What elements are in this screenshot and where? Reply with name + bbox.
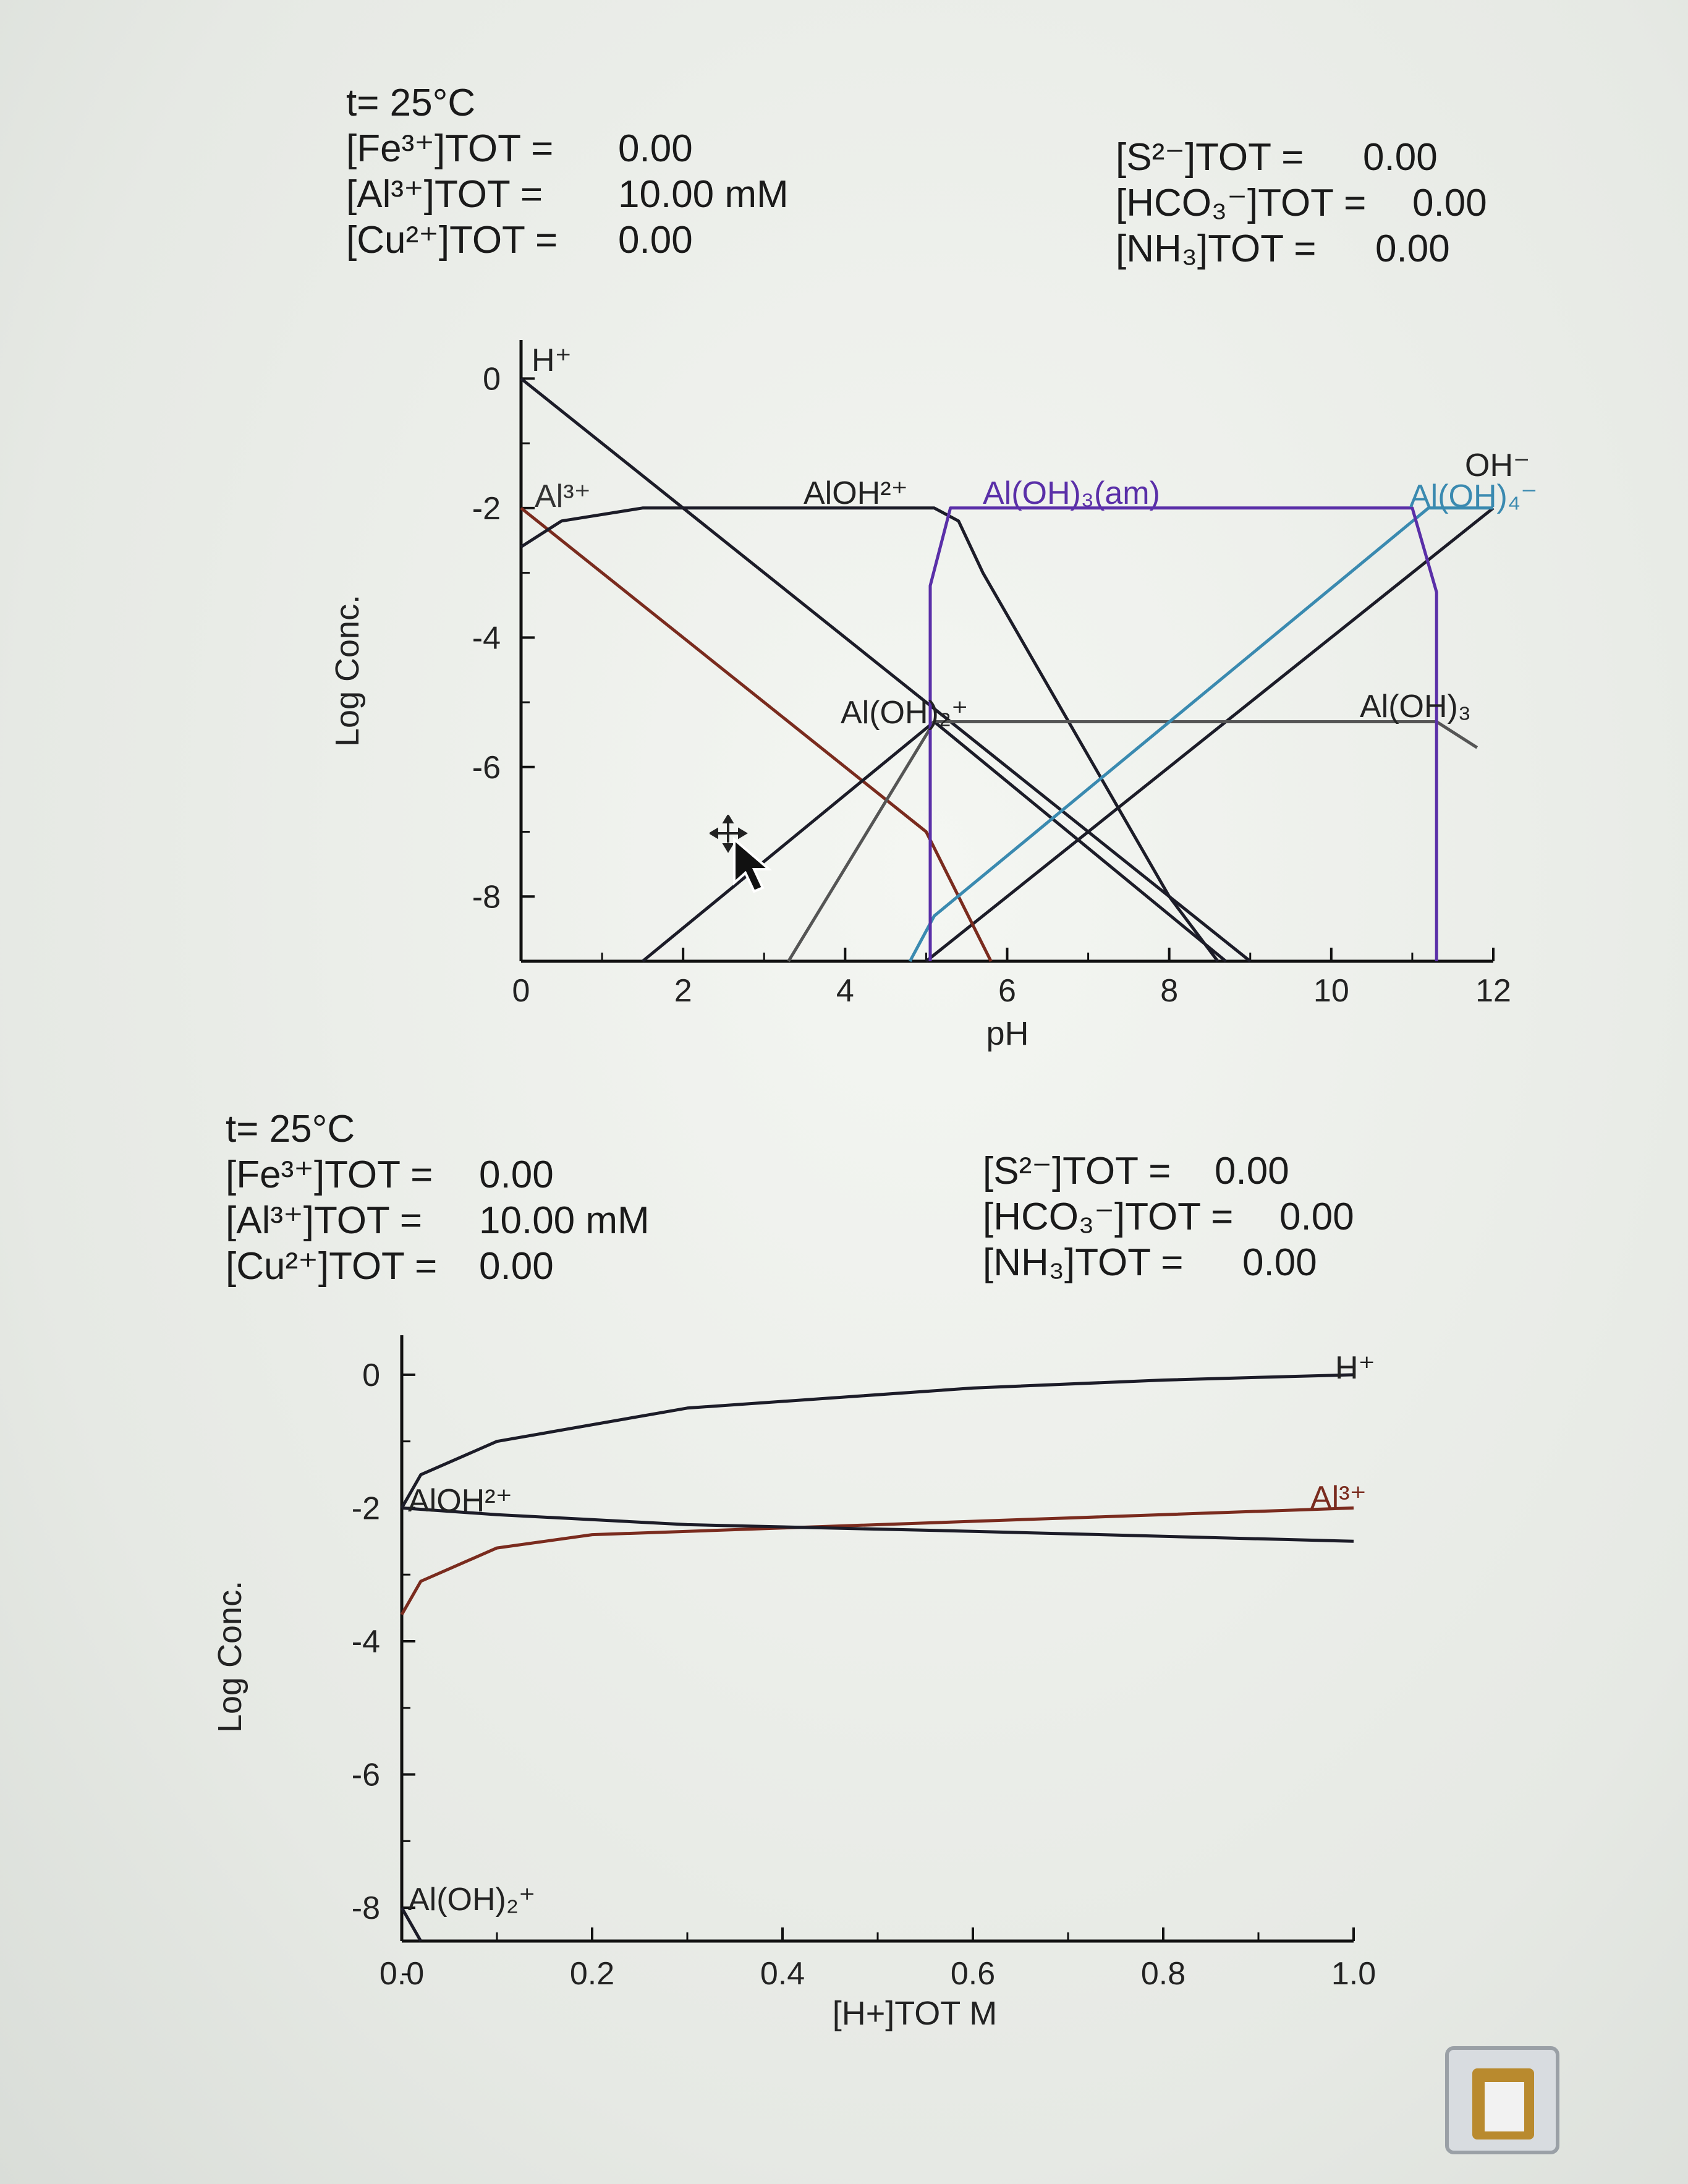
series-label-oh: OH⁻ — [1465, 448, 1530, 483]
param-name: [Cu²⁺]TOT = — [226, 1245, 438, 1288]
al-row: [Al³⁺]TOT = 10.00 mM — [226, 1198, 650, 1244]
y-tick-label: 0 — [483, 361, 501, 397]
param-name: [Fe³⁺]TOT = — [346, 127, 554, 170]
param-name: t= 25°C — [226, 1108, 355, 1150]
param-name: [Al³⁺]TOT = — [226, 1199, 423, 1242]
x-tick-label: 6 — [998, 973, 1016, 1009]
conditions-panel-1-right: [S²⁻]TOT = 0.00 [HCO₃⁻]TOT = 0.00 [NH₃]TOT… — [1116, 135, 1487, 272]
series-line-h — [520, 377, 1252, 962]
param-name: [S²⁻]TOT = — [1116, 136, 1304, 179]
conditions-panel-2-left: t= 25°C [Fe³⁺]TOT = 0.00 [Al³⁺]TOT = 10.00… — [226, 1107, 650, 1290]
series-line-al-oh-4 — [908, 506, 1493, 962]
nh3-row: [NH₃]TOT = 0.00 — [983, 1240, 1354, 1286]
series-label-al-oh-3-am: Al(OH)₃(am) — [983, 475, 1160, 511]
conditions-panel-1-left: t= 25°C [Fe³⁺]TOT = 0.00 [Al³⁺]TOT = 10.00… — [346, 80, 789, 263]
param-value: 10.00 mM — [618, 173, 789, 216]
param-name: [Al³⁺]TOT = — [346, 173, 543, 216]
series-label-al-oh-2: Al(OH)₂⁺ — [841, 695, 969, 731]
param-value: 0.00 — [1412, 182, 1487, 224]
hco3-row: [HCO₃⁻]TOT = 0.00 — [983, 1194, 1354, 1240]
param-value: 0.00 — [1215, 1150, 1289, 1192]
param-value: 0.00 — [618, 127, 693, 170]
param-name: [S²⁻]TOT = — [983, 1150, 1171, 1192]
x-tick-label: 2 — [674, 973, 692, 1009]
y-tick-label: -8 — [472, 879, 501, 915]
param-value: 0.00 — [1279, 1196, 1354, 1238]
series-line-oh — [925, 506, 1495, 962]
param-value: 0.00 — [1242, 1241, 1317, 1284]
x-tick-label: 0 — [512, 973, 530, 1009]
cu-row: [Cu²⁺]TOT = 0.00 — [346, 218, 789, 263]
x-tick-label: 10 — [1313, 973, 1349, 1009]
x-axis-label: pH — [986, 1015, 1028, 1052]
series-label-al-oh-3: Al(OH)₃ — [1360, 689, 1471, 724]
fe-row: [Fe³⁺]TOT = 0.00 — [346, 126, 789, 172]
temperature-row: t= 25°C — [346, 80, 789, 126]
param-name: [NH₃]TOT = — [983, 1241, 1184, 1284]
cu-row: [Cu²⁺]TOT = 0.00 — [226, 1244, 650, 1290]
series-line-aloh2 — [520, 506, 1219, 962]
param-name: [HCO₃⁻]TOT = — [1116, 182, 1367, 224]
param-value: 0.00 — [1363, 136, 1438, 179]
series-line-al-oh-3-am — [928, 506, 1438, 961]
s-row: [S²⁻]TOT = 0.00 — [1116, 135, 1487, 181]
y-tick-label: -6 — [472, 750, 501, 786]
param-name: t= 25°C — [346, 82, 476, 124]
param-value: 0.00 — [479, 1245, 554, 1288]
param-name: [HCO₃⁻]TOT = — [983, 1196, 1234, 1238]
param-value: 0.00 — [618, 219, 693, 261]
param-name: [Cu²⁺]TOT = — [346, 219, 558, 261]
param-value: 0.00 — [1375, 227, 1450, 270]
series-label-al3: Al³⁺ — [535, 478, 591, 514]
series-line-al3 — [520, 506, 993, 962]
clipboard-icon[interactable] — [1445, 2046, 1559, 2154]
param-name: [Fe³⁺]TOT = — [226, 1154, 433, 1196]
hco3-row: [HCO₃⁻]TOT = 0.00 — [1116, 181, 1487, 226]
clipboard-sheet — [1485, 2082, 1524, 2131]
nh3-row: [NH₃]TOT = 0.00 — [1116, 226, 1487, 272]
series-label-h: H⁺ — [532, 342, 572, 378]
param-value: 0.00 — [479, 1154, 554, 1196]
x-tick-label: 8 — [1160, 973, 1178, 1009]
move-cursor-icon — [710, 815, 773, 893]
fe-row: [Fe³⁺]TOT = 0.00 — [226, 1152, 650, 1198]
conditions-panel-2-right: [S²⁻]TOT = 0.00 [HCO₃⁻]TOT = 0.00 [NH₃]TOT… — [983, 1149, 1354, 1286]
al-row: [Al³⁺]TOT = 10.00 mM — [346, 172, 789, 218]
param-name: [NH₃]TOT = — [1116, 227, 1317, 270]
series-line-al-oh-3 — [787, 720, 1478, 962]
series-label-aloh2: AlOH²⁺ — [804, 475, 908, 511]
y-tick-label: -2 — [472, 491, 501, 527]
param-value: 10.00 mM — [479, 1199, 650, 1242]
series-label-al-oh-4: Al(OH)₄⁻ — [1409, 478, 1538, 514]
s-row: [S²⁻]TOT = 0.00 — [983, 1149, 1354, 1194]
x-tick-label: 12 — [1475, 973, 1511, 1009]
temperature-row: t= 25°C — [226, 1107, 650, 1152]
y-axis-label: Log Conc. — [329, 595, 366, 747]
x-tick-label: 4 — [836, 973, 854, 1009]
y-tick-label: -4 — [472, 620, 501, 656]
